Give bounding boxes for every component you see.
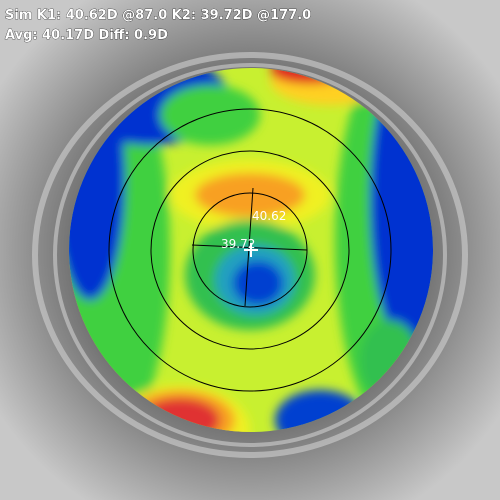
- header-line: Avg: 40.17D Diff: 0.9D: [5, 28, 168, 43]
- k1-label: 40.62: [252, 209, 286, 223]
- eye-reflection: [53, 63, 447, 447]
- header-line: Sim K1: 40.62D @87.0 K2: 39.72D @177.0: [5, 8, 311, 23]
- rings: [108, 108, 392, 392]
- axes-crosshair: [191, 187, 308, 307]
- k2-label: 39.72: [221, 237, 255, 251]
- eye-reflection: [32, 52, 468, 458]
- center-cross: [244, 243, 258, 257]
